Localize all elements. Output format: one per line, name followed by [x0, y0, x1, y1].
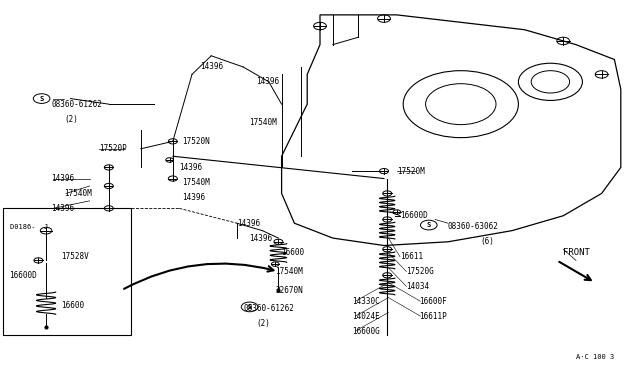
Text: 22670N: 22670N	[275, 286, 303, 295]
Text: S: S	[427, 222, 431, 228]
Text: 16600D: 16600D	[10, 271, 37, 280]
Text: 17520M: 17520M	[397, 167, 424, 176]
Text: 17520N: 17520N	[182, 137, 210, 146]
Text: 16600: 16600	[282, 248, 305, 257]
Text: S: S	[40, 96, 44, 102]
Text: FRONT: FRONT	[563, 248, 590, 257]
Text: 17528V: 17528V	[61, 252, 88, 261]
Text: A·C 100 3: A·C 100 3	[576, 354, 614, 360]
Text: (2): (2)	[256, 319, 270, 328]
Text: 17520P: 17520P	[99, 144, 127, 153]
Text: 17540M: 17540M	[275, 267, 303, 276]
Text: 17540M: 17540M	[182, 178, 210, 187]
Text: 16600F: 16600F	[419, 297, 447, 306]
Text: S: S	[248, 304, 252, 310]
Text: 14396: 14396	[237, 219, 260, 228]
Text: 14396: 14396	[182, 193, 205, 202]
Text: D0186-  J: D0186- J	[10, 224, 48, 230]
Text: 14024E: 14024E	[352, 312, 380, 321]
Text: 14396: 14396	[51, 174, 74, 183]
Text: 16600: 16600	[61, 301, 84, 310]
Text: 16611: 16611	[400, 252, 423, 261]
FancyBboxPatch shape	[3, 208, 131, 335]
Text: 14396: 14396	[179, 163, 202, 172]
Text: 14396: 14396	[200, 62, 223, 71]
Text: 14034: 14034	[406, 282, 429, 291]
Text: 14330C: 14330C	[352, 297, 380, 306]
Text: 14396: 14396	[256, 77, 279, 86]
Text: 17540M: 17540M	[250, 118, 277, 127]
Text: 14396: 14396	[250, 234, 273, 243]
Text: (6): (6)	[480, 237, 494, 246]
Text: 08360-61262: 08360-61262	[51, 100, 102, 109]
Text: 08360-63062: 08360-63062	[448, 222, 499, 231]
Text: (2): (2)	[64, 115, 78, 124]
Text: 08360-61262: 08360-61262	[243, 304, 294, 313]
Text: 17540M: 17540M	[64, 189, 92, 198]
Text: 14396: 14396	[51, 204, 74, 213]
Text: 17520G: 17520G	[406, 267, 434, 276]
Text: 16600G: 16600G	[352, 327, 380, 336]
Text: 16600D: 16600D	[400, 211, 428, 220]
Text: 16611P: 16611P	[419, 312, 447, 321]
